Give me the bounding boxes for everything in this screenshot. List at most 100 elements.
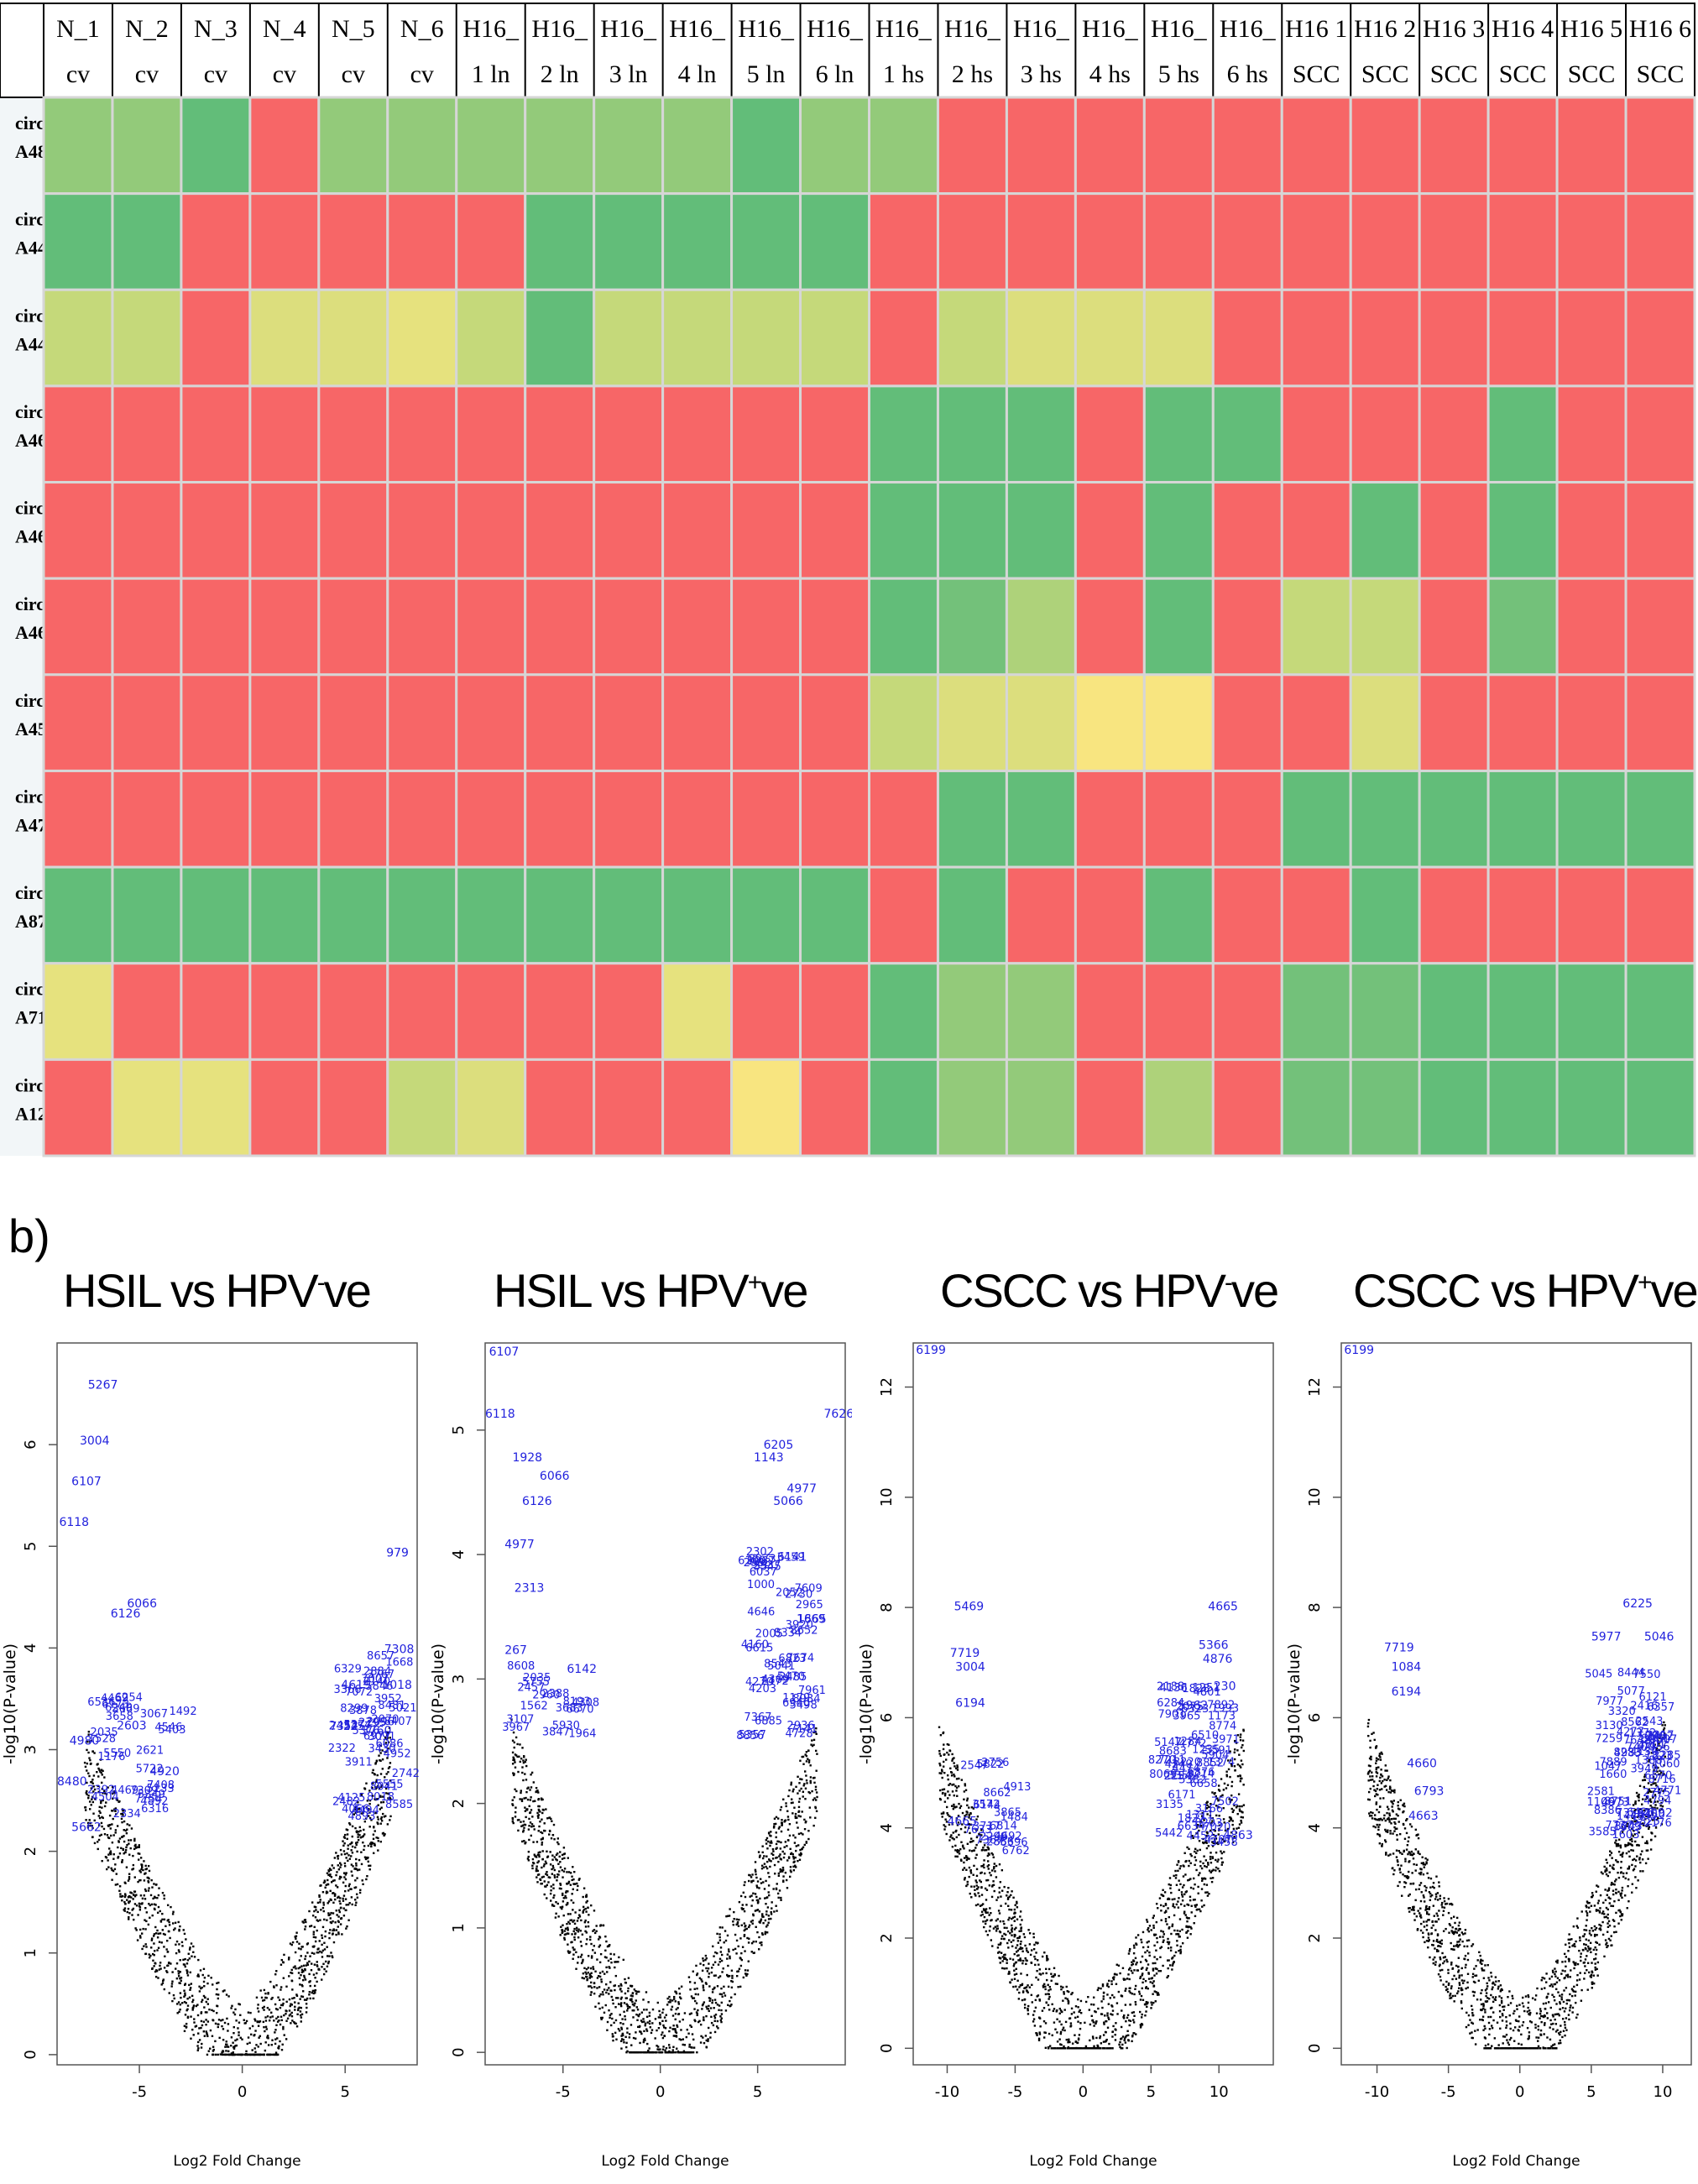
data-point bbox=[939, 1733, 943, 1737]
data-point bbox=[347, 1904, 350, 1906]
data-point bbox=[149, 1954, 152, 1957]
heatmap-cell bbox=[661, 481, 734, 580]
data-point bbox=[965, 1858, 969, 1862]
data-point bbox=[125, 1866, 128, 1868]
data-point bbox=[1236, 1734, 1240, 1737]
data-point bbox=[100, 1800, 102, 1803]
data-point bbox=[312, 1931, 316, 1933]
heatmap-cell bbox=[1624, 481, 1696, 580]
data-point bbox=[1032, 1947, 1036, 1951]
point-label: 7354 bbox=[330, 1721, 358, 1733]
data-point bbox=[1225, 1774, 1228, 1776]
data-point bbox=[619, 2021, 622, 2025]
data-point bbox=[257, 2053, 260, 2056]
data-point bbox=[1223, 1821, 1225, 1824]
data-point bbox=[315, 1909, 317, 1911]
data-point bbox=[1096, 2044, 1099, 2047]
data-point bbox=[801, 1755, 803, 1758]
data-point bbox=[702, 1963, 705, 1967]
data-point bbox=[590, 1981, 593, 1984]
data-point bbox=[587, 1955, 590, 1957]
data-point bbox=[990, 1939, 993, 1941]
data-point bbox=[294, 1951, 297, 1954]
data-point bbox=[185, 2025, 188, 2028]
data-point bbox=[280, 1986, 283, 1988]
data-point bbox=[808, 1791, 812, 1795]
data-point bbox=[87, 1795, 90, 1797]
data-point bbox=[355, 1831, 358, 1833]
data-point bbox=[288, 2014, 291, 2017]
heatmap-cell bbox=[1349, 481, 1421, 580]
data-point bbox=[1070, 1993, 1073, 1996]
data-point bbox=[212, 1983, 214, 1986]
point-label: 5376 bbox=[352, 1725, 379, 1737]
data-point bbox=[953, 1838, 955, 1841]
data-point bbox=[1067, 1990, 1070, 1993]
data-point bbox=[1178, 1936, 1180, 1938]
data-point bbox=[1184, 1891, 1188, 1894]
data-point bbox=[165, 1925, 167, 1928]
data-point bbox=[1127, 1952, 1131, 1955]
data-point bbox=[153, 1933, 156, 1936]
data-point bbox=[1027, 2004, 1030, 2008]
data-point bbox=[630, 2051, 632, 2054]
data-point bbox=[551, 1820, 553, 1822]
data-point bbox=[1011, 1931, 1013, 1933]
data-point bbox=[586, 1899, 588, 1903]
data-point bbox=[216, 2011, 218, 2014]
data-point bbox=[1077, 2038, 1080, 2041]
point-label: 6141 bbox=[777, 1550, 807, 1564]
data-point bbox=[243, 2022, 246, 2025]
data-point bbox=[316, 1965, 319, 1967]
data-point bbox=[752, 1914, 755, 1917]
heatmap-cell bbox=[1005, 481, 1077, 580]
heatmap-col-sublabel: 4 hs bbox=[1089, 60, 1131, 88]
data-point bbox=[639, 2041, 641, 2045]
data-point bbox=[385, 1783, 389, 1785]
data-point bbox=[537, 1830, 540, 1832]
data-point bbox=[701, 2008, 703, 2010]
data-point bbox=[528, 1805, 530, 1808]
data-point bbox=[89, 1824, 91, 1827]
data-point bbox=[294, 2001, 296, 2004]
y-tick-label: 4 bbox=[22, 1643, 39, 1653]
data-point bbox=[126, 1828, 128, 1831]
data-point bbox=[656, 2048, 659, 2051]
data-point bbox=[659, 2023, 661, 2025]
data-point bbox=[711, 1991, 714, 1993]
data-point bbox=[354, 1808, 357, 1810]
point-label: 3847 bbox=[542, 1726, 570, 1738]
data-point bbox=[149, 1916, 151, 1919]
data-point bbox=[1240, 1816, 1242, 1819]
data-point bbox=[991, 1853, 995, 1856]
data-point bbox=[326, 1872, 329, 1874]
data-point bbox=[946, 1774, 949, 1777]
heatmap-cell bbox=[1486, 192, 1559, 291]
heatmap-cell bbox=[1005, 577, 1077, 677]
data-point bbox=[1008, 1895, 1011, 1898]
heatmap-cell bbox=[1074, 865, 1146, 965]
data-point bbox=[1152, 1980, 1155, 1983]
data-point bbox=[978, 1894, 981, 1898]
data-point bbox=[604, 2004, 607, 2007]
data-point bbox=[114, 1807, 118, 1810]
data-point bbox=[92, 1790, 95, 1793]
data-point bbox=[611, 1999, 614, 2001]
data-point bbox=[148, 1953, 150, 1956]
data-point bbox=[625, 2046, 628, 2049]
data-point bbox=[988, 1884, 991, 1887]
data-point bbox=[968, 1866, 971, 1869]
data-point bbox=[1194, 1883, 1196, 1886]
data-point bbox=[124, 1894, 127, 1897]
data-point bbox=[954, 1784, 957, 1788]
data-point bbox=[614, 2019, 618, 2022]
data-point bbox=[1227, 1759, 1230, 1762]
data-point bbox=[975, 1874, 979, 1878]
data-point bbox=[311, 1991, 314, 1994]
data-point bbox=[1200, 1867, 1204, 1870]
data-point bbox=[180, 1941, 184, 1944]
data-point bbox=[640, 2032, 643, 2035]
data-point bbox=[552, 1896, 555, 1899]
data-point bbox=[179, 2004, 182, 2006]
data-point bbox=[1028, 1986, 1032, 1988]
